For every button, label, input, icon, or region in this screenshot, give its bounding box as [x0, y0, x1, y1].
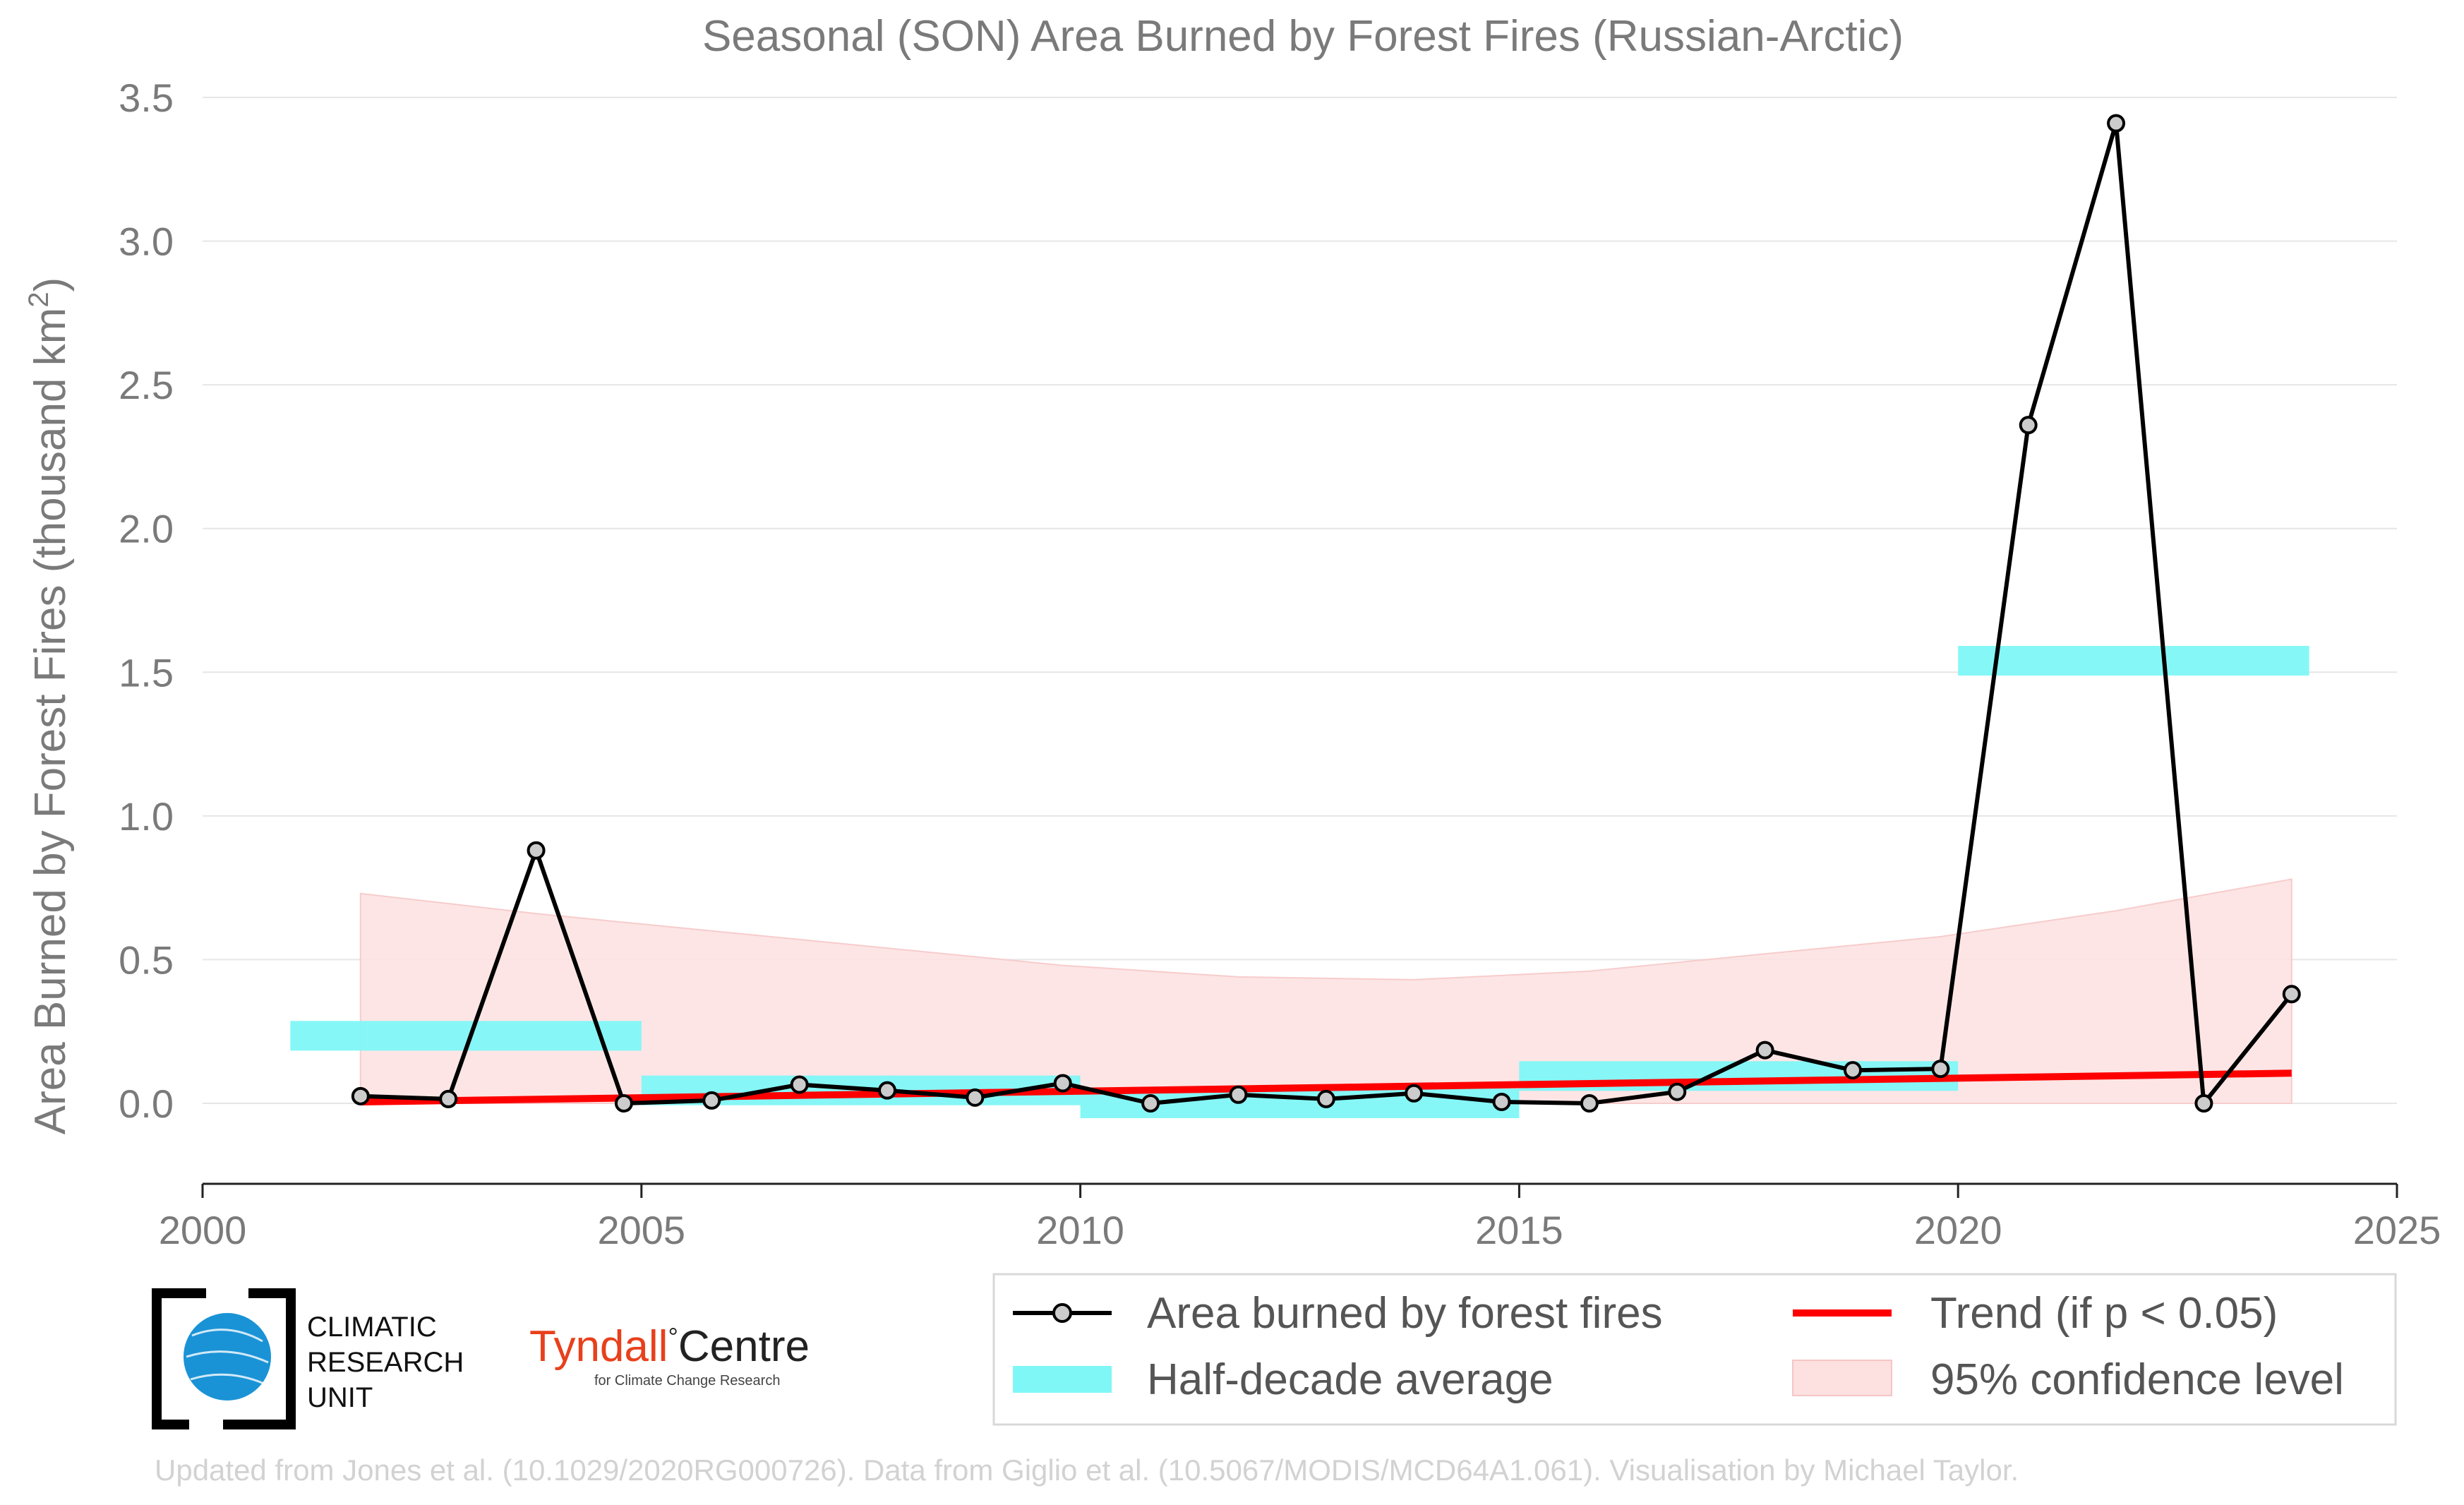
data-point [1843, 1061, 1862, 1080]
half-decade-bar [1958, 646, 2309, 676]
tyndall-centre: Centre [678, 1322, 810, 1371]
legend-label-half-decade: Half-decade average [1147, 1355, 1553, 1404]
data-point [702, 1091, 721, 1110]
data-point [966, 1088, 985, 1107]
x-axis-ticks: 2000 2005 2010 2015 2020 2025 [159, 1184, 2441, 1252]
cru-logo: CLIMATIC RESEARCH UNIT [152, 1288, 464, 1429]
data-point [1931, 1060, 1950, 1079]
x-tick-label: 2015 [1475, 1208, 1563, 1252]
data-point [2107, 114, 2126, 133]
data-point [878, 1081, 897, 1100]
legend-label-confidence: 95% confidence level [1930, 1355, 2344, 1404]
data-point [1580, 1094, 1599, 1113]
y-axis-label-close: ) [26, 277, 75, 292]
legend-swatch-confidence [1792, 1360, 1892, 1396]
data-point [1053, 1074, 1072, 1093]
cru-bracket-left [152, 1288, 206, 1429]
y-tick-label: 3.0 [119, 220, 174, 264]
tyndall-degree: ° [668, 1322, 678, 1351]
x-tick-label: 2020 [1914, 1208, 2002, 1252]
legend-label-trend: Trend (if p < 0.05) [1930, 1289, 2278, 1338]
globe-icon-lines [186, 1329, 269, 1385]
data-point [2019, 416, 2038, 435]
y-axis-label: Area Burned by Forest Fires (thousand km… [23, 277, 75, 1135]
tyndall-name: Tyndall [529, 1322, 668, 1371]
data-point [2194, 1094, 2213, 1113]
data-point [439, 1089, 458, 1108]
data-point [1316, 1089, 1335, 1108]
legend-swatch-half-decade [1013, 1366, 1112, 1393]
y-tick-label: 0.0 [119, 1081, 174, 1126]
y-axis-label-main: Area Burned by Forest Fires (thousand km [26, 308, 75, 1135]
data-point [527, 841, 546, 860]
data-point [1492, 1092, 1511, 1111]
y-tick-label: 1.5 [119, 650, 174, 695]
legend: Area burned by forest fires Trend (if p … [992, 1273, 2397, 1426]
confidence-area [359, 878, 2292, 1104]
y-axis-ticks: 0.0 0.5 1.0 1.5 2.0 2.5 3.0 3.5 [119, 76, 174, 1126]
cru-text-line-1: CLIMATIC [307, 1312, 437, 1343]
data-point [790, 1075, 809, 1094]
tyndall-wordmark: Tyndall°Centre [529, 1322, 810, 1371]
data-point [2282, 985, 2301, 1004]
x-tick-label: 2005 [598, 1208, 686, 1252]
x-tick-label: 2010 [1036, 1208, 1124, 1252]
data-point [1141, 1094, 1160, 1113]
trend-line [360, 1069, 2292, 1105]
confidence-band [359, 878, 2292, 1104]
cru-text-line-2: RESEARCH [307, 1347, 464, 1378]
cru-bracket-right [223, 1288, 296, 1429]
y-tick-label: 0.5 [119, 937, 174, 982]
x-tick-label: 2000 [159, 1208, 247, 1252]
cru-text-line-3: UNIT [307, 1382, 373, 1413]
legend-frame [992, 1273, 2397, 1426]
footer-credit: Updated from Jones et al. (10.1029/2020R… [155, 1453, 2019, 1487]
data-point [1668, 1082, 1687, 1101]
data-series [351, 114, 2301, 1113]
data-point [1405, 1084, 1424, 1103]
y-tick-label: 3.5 [119, 76, 174, 120]
legend-label-area-burned: Area burned by forest fires [1147, 1289, 1663, 1338]
globe-icon [184, 1313, 271, 1401]
y-tick-label: 2.5 [119, 363, 174, 407]
x-tick-label: 2025 [2353, 1208, 2441, 1252]
y-tick-label: 2.0 [119, 507, 174, 551]
tyndall-subtitle: for Climate Change Research [594, 1373, 780, 1389]
tyndall-logo: Tyndall°Centre for Climate Change Resear… [529, 1322, 810, 1389]
y-axis-label-sup: 2 [23, 292, 54, 307]
chart-title: Seasonal (SON) Area Burned by Forest Fir… [702, 12, 1904, 61]
trend-line-group [360, 1069, 2292, 1105]
data-point [614, 1094, 633, 1113]
y-tick-label: 1.0 [119, 794, 174, 839]
data-point [1229, 1085, 1248, 1104]
legend-swatch-area-burned [1013, 1303, 1112, 1323]
data-point [351, 1086, 370, 1105]
data-point [1755, 1041, 1774, 1060]
